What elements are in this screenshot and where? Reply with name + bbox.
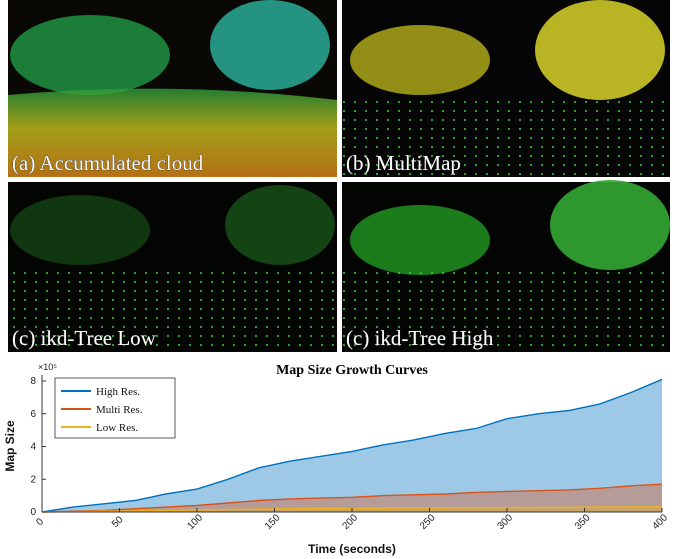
x-tick-label: 200 (340, 512, 360, 532)
panel: (c) ikd-Tree Low (8, 182, 337, 352)
x-tick-label: 350 (573, 512, 593, 532)
figure: (a) Accumulated cloud (b) MultiMap (c) i… (0, 0, 675, 559)
panel: (a) Accumulated cloud (8, 0, 337, 177)
y-tick-label: 8 (30, 376, 36, 387)
x-tick-label: 400 (650, 512, 670, 532)
panel-caption: (c) ikd-Tree Low (12, 326, 157, 350)
x-axis-label: Time (seconds) (308, 542, 396, 556)
legend: High Res. Multi Res. Low Res. (55, 378, 175, 438)
legend-label: Multi Res. (96, 404, 143, 416)
legend-label: High Res. (96, 386, 140, 398)
panel-caption: (b) MultiMap (346, 151, 461, 175)
legend-label: Low Res. (96, 422, 138, 434)
x-tick-label: 50 (110, 514, 126, 530)
panel: (b) MultiMap (342, 0, 670, 177)
y-exponent: ×10⁵ (38, 362, 57, 372)
y-tick-label: 4 (30, 442, 36, 453)
x-tick-label: 0 (34, 516, 46, 528)
panel-caption: (c) ikd-Tree High (346, 326, 494, 350)
x-tick-label: 100 (185, 512, 205, 532)
x-tick-label: 300 (495, 512, 515, 532)
y-tick-label: 2 (30, 474, 36, 485)
y-tick-label: 0 (30, 507, 36, 518)
x-tick-label: 150 (263, 512, 283, 532)
y-axis-label: Map Size (3, 420, 17, 472)
chart-title: Map Size Growth Curves (276, 363, 428, 378)
y-tick-label: 6 (30, 409, 36, 420)
panel-caption: (a) Accumulated cloud (12, 151, 204, 175)
panel: (c) ikd-Tree High (342, 180, 670, 352)
plot: 0 2 4 6 8 0 50 100 150 200 250 300 350 400 High Res. Mu… (30, 375, 670, 532)
x-tick-label: 250 (418, 512, 438, 532)
